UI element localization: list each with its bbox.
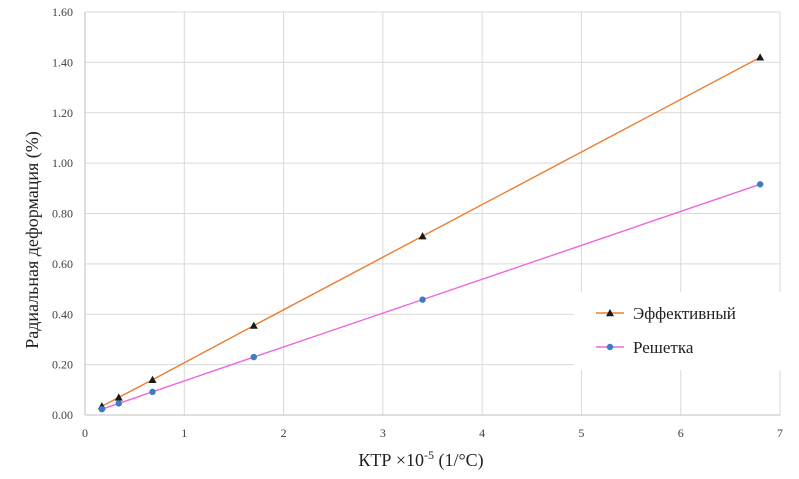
- data-point: [418, 232, 427, 240]
- series-layer: [97, 53, 765, 413]
- x-tick-label: 2: [281, 426, 287, 440]
- data-point: [149, 388, 156, 396]
- y-tick-label: 1.20: [52, 106, 73, 120]
- data-point: [419, 296, 426, 303]
- y-tick-label: 0.60: [52, 257, 73, 271]
- x-axis-title-superscript: -5: [424, 448, 434, 462]
- x-tick-label: 4: [479, 426, 485, 440]
- y-tick-label: 0.80: [52, 207, 73, 221]
- grid: [85, 11, 781, 415]
- axes: 0.00 0.20 0.40 0.60 0.80 1.00 1.20 1.40 1.60 0 1 2 3…: [52, 5, 783, 440]
- y-tick-label: 1.40: [52, 55, 73, 69]
- legend-marker: [606, 343, 614, 351]
- legend-box: [574, 292, 784, 370]
- x-axis-title: КТР ×10-5 (1/°C): [358, 448, 483, 471]
- legend-label: Решетка: [633, 338, 694, 357]
- data-point: [756, 181, 764, 188]
- x-tick-label: 1: [181, 426, 187, 440]
- y-tick-label: 1.60: [52, 5, 73, 19]
- x-tick-label: 6: [678, 426, 684, 440]
- data-point: [756, 53, 765, 61]
- y-tick-label: 1.00: [52, 156, 73, 170]
- x-tick-label: 0: [82, 426, 88, 440]
- y-axis-title: Радиальная деформация (%): [22, 131, 43, 349]
- legend-marker: [606, 309, 614, 317]
- data-point: [148, 375, 157, 383]
- series-circle: [98, 181, 764, 413]
- x-tick-label: 3: [380, 426, 386, 440]
- legend: Эффективный Решетка: [574, 292, 784, 370]
- x-axis-title-suffix: (1/°C): [434, 450, 484, 471]
- x-axis-title-main: КТР ×10: [358, 450, 424, 470]
- x-tick-label: 7: [777, 426, 783, 440]
- data-point: [250, 353, 257, 361]
- y-tick-label: 0.40: [52, 307, 73, 321]
- data-point: [115, 400, 122, 407]
- data-point: [114, 393, 123, 401]
- x-tick-label: 5: [578, 426, 584, 440]
- legend-item: Решетка: [596, 338, 694, 357]
- data-point: [249, 321, 258, 329]
- legend-label: Эффективный: [633, 304, 736, 323]
- y-tick-label: 0.00: [52, 408, 73, 422]
- y-tick-label: 0.20: [52, 358, 73, 372]
- data-point: [98, 406, 106, 413]
- legend-item: Эффективный: [596, 304, 736, 323]
